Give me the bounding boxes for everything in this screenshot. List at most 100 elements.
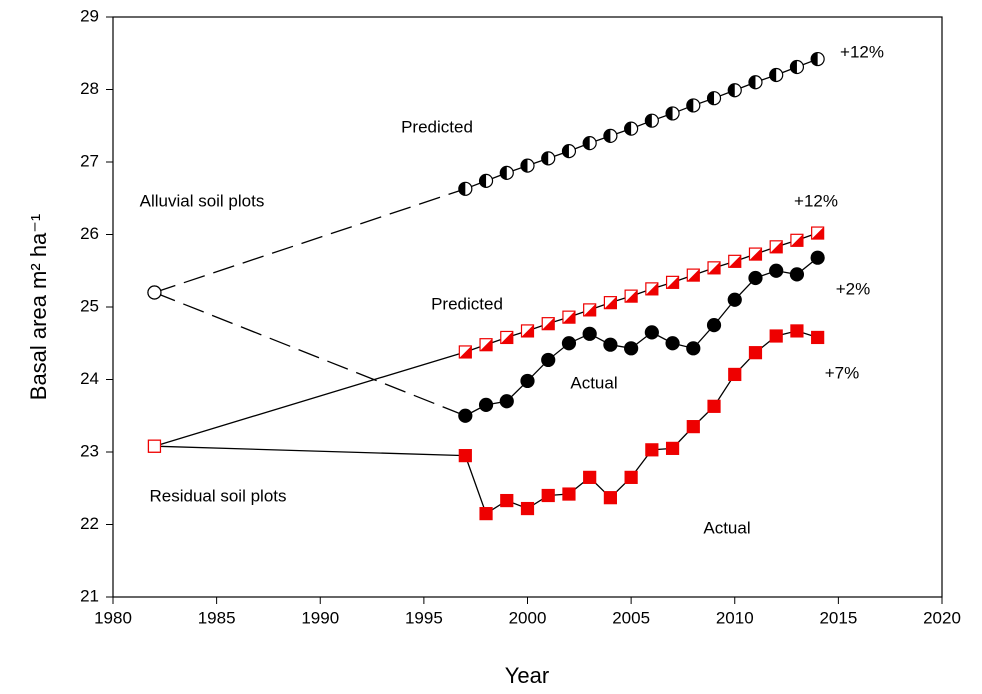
- marker: [686, 341, 701, 356]
- y-tick-label: 21: [80, 586, 99, 605]
- marker: [645, 443, 659, 457]
- marker: [665, 441, 680, 455]
- marker: [458, 449, 472, 463]
- marker: [686, 268, 700, 282]
- y-axis-label: Basal area m² ha⁻¹: [26, 214, 51, 400]
- x-tick-label: 1995: [405, 608, 443, 627]
- marker: [686, 420, 700, 434]
- marker: [789, 59, 805, 75]
- marker: [811, 330, 825, 345]
- marker: [748, 270, 763, 286]
- marker: [458, 181, 473, 196]
- y-tick-label: 25: [80, 296, 99, 315]
- marker: [789, 267, 805, 282]
- marker: [603, 128, 618, 143]
- y-tick-label: 26: [80, 224, 99, 243]
- marker: [603, 337, 618, 352]
- annotation: Predicted: [431, 294, 503, 313]
- marker: [769, 67, 784, 83]
- marker: [769, 329, 783, 343]
- marker: [562, 487, 576, 501]
- marker: [603, 491, 618, 505]
- marker: [458, 408, 473, 423]
- marker: [520, 324, 535, 338]
- marker: [541, 352, 556, 368]
- marker: [748, 247, 763, 261]
- series-line: [465, 58, 818, 190]
- marker: [810, 51, 825, 67]
- marker: [147, 439, 162, 453]
- marker: [644, 113, 659, 128]
- annotation: +7%: [825, 363, 860, 382]
- marker: [665, 106, 680, 121]
- x-tick-label: 1990: [301, 608, 339, 627]
- marker: [728, 254, 742, 268]
- annotation: +12%: [840, 42, 884, 61]
- marker: [624, 121, 639, 136]
- marker: [520, 373, 535, 389]
- marker: [706, 91, 722, 106]
- marker: [624, 289, 638, 303]
- marker: [644, 325, 659, 340]
- marker: [706, 318, 722, 333]
- marker: [707, 261, 721, 275]
- marker: [624, 341, 639, 356]
- annotation: Actual: [703, 518, 750, 537]
- annotation: Alluvial soil plots: [140, 191, 265, 210]
- x-axis-label: Year: [505, 663, 549, 688]
- marker: [810, 250, 825, 265]
- marker: [645, 282, 659, 296]
- marker: [562, 310, 576, 324]
- annotation: +2%: [836, 279, 871, 298]
- y-tick-label: 28: [80, 79, 99, 98]
- x-tick-label: 1980: [94, 608, 132, 627]
- marker: [479, 507, 493, 521]
- marker: [499, 394, 514, 409]
- marker: [769, 263, 784, 278]
- marker: [520, 158, 535, 173]
- y-tick-label: 29: [80, 6, 99, 25]
- connector-line: [154, 351, 466, 447]
- annotation: Actual: [570, 373, 617, 392]
- annotation: Predicted: [401, 117, 473, 136]
- marker: [603, 296, 618, 310]
- marker: [748, 346, 763, 360]
- series-line: [465, 232, 818, 353]
- marker: [500, 330, 514, 345]
- x-tick-label: 2010: [716, 608, 754, 627]
- marker: [582, 326, 597, 341]
- marker: [769, 240, 783, 254]
- marker: [665, 336, 680, 351]
- annotation: Residual soil plots: [149, 486, 286, 505]
- marker: [561, 144, 577, 159]
- x-tick-label: 2015: [819, 608, 857, 627]
- marker: [665, 275, 680, 289]
- marker: [707, 399, 721, 413]
- connector-line: [154, 445, 466, 457]
- marker: [583, 470, 597, 484]
- y-tick-label: 24: [80, 369, 99, 388]
- marker: [790, 324, 804, 338]
- marker: [500, 493, 514, 508]
- x-tick-label: 2005: [612, 608, 650, 627]
- marker: [541, 317, 555, 331]
- marker: [728, 367, 742, 382]
- y-tick-label: 27: [80, 151, 99, 170]
- marker: [147, 285, 162, 300]
- marker: [748, 75, 763, 90]
- x-tick-label: 2000: [509, 608, 547, 627]
- y-tick-label: 23: [80, 441, 99, 460]
- marker: [478, 173, 494, 188]
- marker: [541, 151, 556, 166]
- marker: [458, 345, 472, 359]
- marker: [727, 292, 742, 307]
- x-tick-label: 2020: [923, 608, 961, 627]
- marker: [541, 488, 555, 503]
- marker: [624, 470, 638, 484]
- marker: [479, 338, 493, 352]
- marker: [561, 336, 577, 351]
- y-tick-label: 22: [80, 514, 99, 533]
- marker: [790, 233, 804, 247]
- marker: [520, 501, 535, 516]
